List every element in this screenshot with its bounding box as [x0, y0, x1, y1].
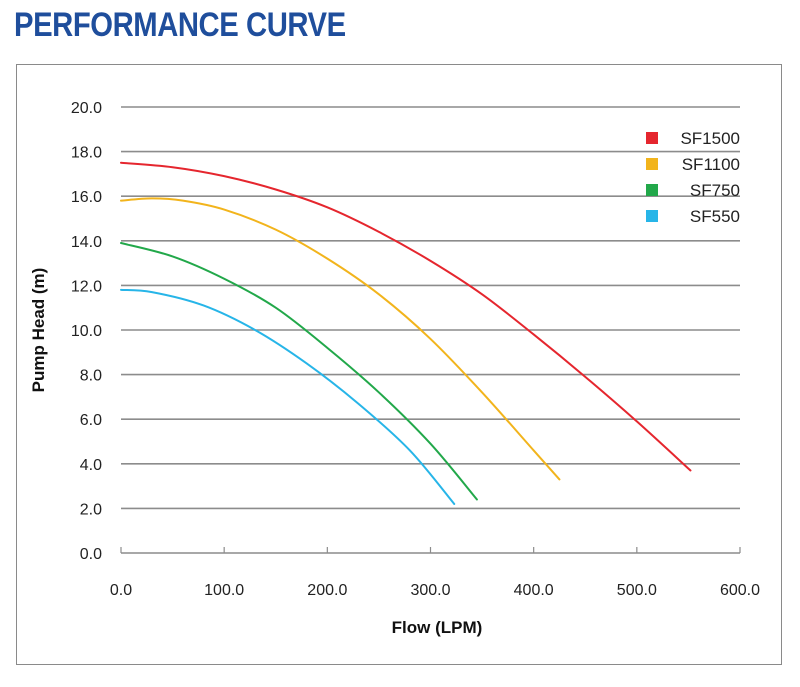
y-axis-title: Pump Head (m) [29, 268, 48, 393]
series-lines [120, 161, 692, 505]
legend-label-sf1100: SF1100 [682, 155, 740, 174]
x-axis-title: Flow (LPM) [392, 618, 483, 637]
y-tick-label: 6.0 [80, 412, 102, 429]
gridlines [120, 106, 741, 554]
series-line-sf1100 [120, 197, 561, 481]
y-axis-tick-labels: 0.0 2.0 4.0 6.0 8.0 10.0 12.0 14.0 16.0 18.0 20.0 [71, 100, 102, 563]
y-tick-label: 14.0 [71, 234, 102, 251]
x-tick-label: 300.0 [410, 582, 450, 599]
legend-swatch-sf1100 [646, 158, 658, 170]
y-tick-label: 20.0 [71, 100, 102, 117]
series-line-sf750 [120, 242, 478, 501]
y-tick-label: 10.0 [71, 323, 102, 340]
x-tick-label: 100.0 [204, 582, 244, 599]
series-line-sf1500 [120, 161, 692, 472]
x-tick-label: 0.0 [110, 582, 132, 599]
legend-label-sf1500: SF1500 [680, 129, 740, 148]
y-tick-label: 18.0 [71, 145, 102, 162]
legend-label-sf550: SF550 [690, 207, 740, 226]
y-tick-label: 0.0 [80, 546, 102, 563]
x-axis-tick-labels: 0.0 100.0 200.0 300.0 400.0 500.0 600.0 [110, 582, 760, 599]
legend-swatch-sf750 [646, 184, 658, 196]
y-tick-label: 16.0 [71, 189, 102, 206]
y-tick-label: 2.0 [80, 501, 102, 518]
legend-swatch-sf550 [646, 210, 658, 222]
y-tick-label: 8.0 [80, 368, 102, 385]
x-tick-label: 500.0 [617, 582, 657, 599]
page-title: PERFORMANCE CURVE [14, 6, 346, 44]
legend: SF1500 SF1100 SF750 SF550 [646, 129, 740, 226]
y-tick-label: 12.0 [71, 278, 102, 295]
x-tick-label: 600.0 [720, 582, 760, 599]
y-tick-label: 4.0 [80, 457, 102, 474]
legend-label-sf750: SF750 [690, 181, 740, 200]
legend-swatch-sf1500 [646, 132, 658, 144]
x-tick-label: 200.0 [307, 582, 347, 599]
x-tick-label: 400.0 [514, 582, 554, 599]
series-line-sf550 [120, 288, 456, 505]
